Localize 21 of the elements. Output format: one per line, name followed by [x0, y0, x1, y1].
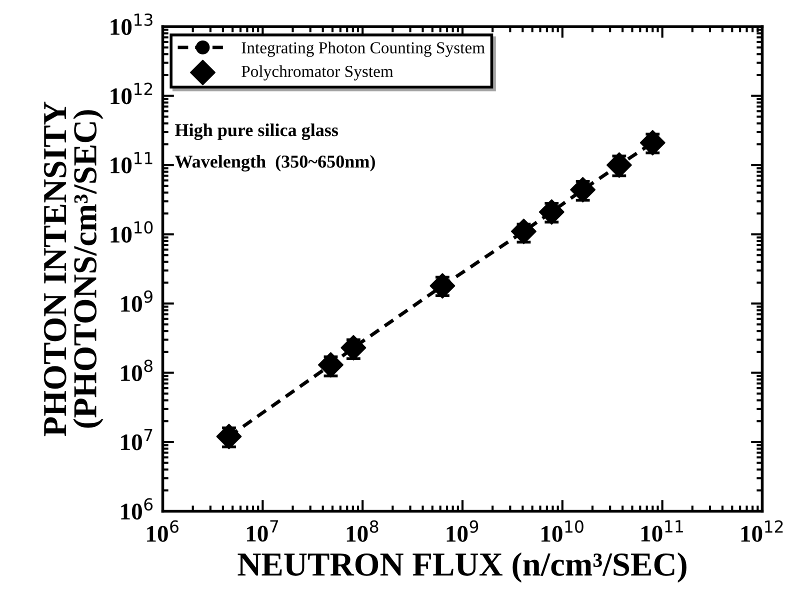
- x-axis-title: NEUTRON FLUX (n/cm³/SEC): [238, 552, 686, 583]
- legend-label: Integrating Photon Counting System: [242, 42, 485, 57]
- y-tick-label: 10$^{9}$: [121, 290, 152, 312]
- x-tick-label: 10$^{12}$: [741, 520, 783, 542]
- y-axis-title: PHOTON INTENSITY (PHOTONS/cm³/SEC): [44, 102, 104, 436]
- x-tick-label: 10$^{10}$: [542, 520, 584, 542]
- x-tick-label: 10$^{7}$: [246, 520, 278, 542]
- y-tick-label: 10$^{7}$: [121, 428, 152, 450]
- x-tick-label: 10$^{8}$: [346, 520, 378, 542]
- y-tick-label: 10$^{12}$: [110, 82, 152, 104]
- annotation: Wavelength (350~650nm): [175, 155, 375, 172]
- y-tick-label: 10$^{8}$: [121, 360, 152, 382]
- y-tick-label: 10$^{10}$: [110, 221, 153, 243]
- y-tick-label: 10$^{13}$: [110, 13, 152, 35]
- y-tick-label: 10$^{6}$: [121, 498, 153, 520]
- legend-label: Polychromator System: [242, 65, 394, 80]
- annotation: High pure silica glass: [175, 124, 338, 140]
- y-tick-label: 10$^{11}$: [110, 152, 152, 174]
- x-tick-label: 10$^{9}$: [446, 520, 478, 542]
- x-tick-label: 10$^{11}$: [641, 520, 683, 542]
- x-tick-label: 10$^{6}$: [147, 520, 178, 542]
